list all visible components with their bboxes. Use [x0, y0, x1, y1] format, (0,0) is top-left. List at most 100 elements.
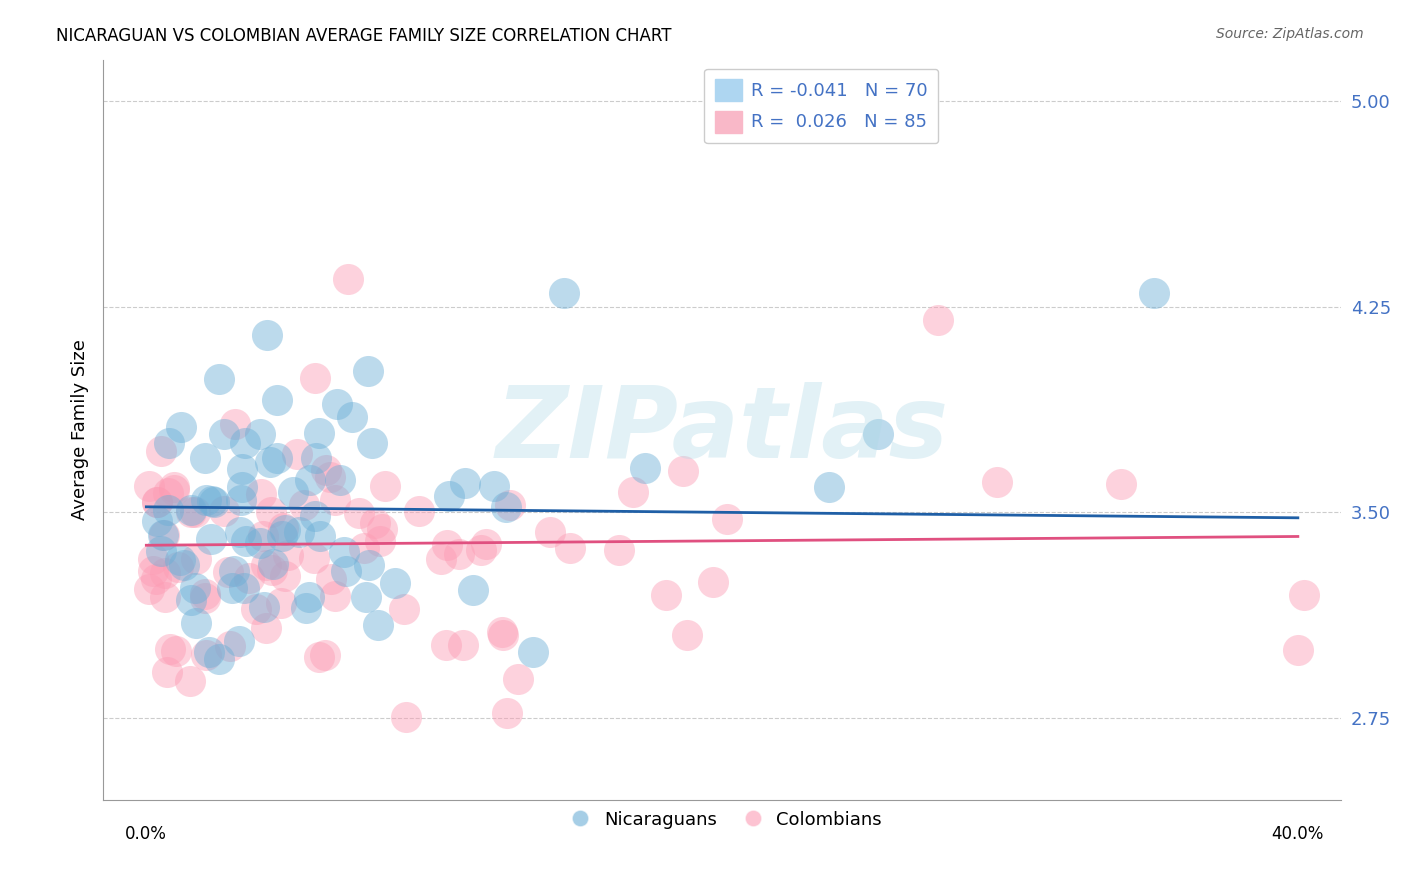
Point — [249, 426, 271, 441]
Point — [254, 558, 277, 572]
Point — [152, 528, 174, 542]
Point — [281, 484, 304, 499]
Point — [249, 487, 271, 501]
Point — [238, 571, 260, 585]
Text: NICARAGUAN VS COLOMBIAN AVERAGE FAMILY SIZE CORRELATION CHART: NICARAGUAN VS COLOMBIAN AVERAGE FAMILY S… — [56, 27, 672, 45]
Point — [156, 503, 179, 517]
Point — [305, 451, 328, 466]
Point — [1109, 476, 1132, 491]
Point — [309, 528, 332, 542]
Point — [495, 500, 517, 515]
Point — [180, 502, 202, 516]
Point — [360, 436, 382, 450]
Point — [221, 582, 243, 596]
Point — [508, 673, 530, 687]
Point — [208, 371, 231, 385]
Point — [314, 648, 336, 662]
Point — [183, 581, 205, 595]
Point — [384, 576, 406, 591]
Point — [408, 504, 430, 518]
Point — [184, 615, 207, 630]
Point — [222, 564, 245, 578]
Point — [273, 569, 295, 583]
Point — [195, 493, 218, 508]
Point — [323, 589, 346, 603]
Point — [142, 552, 165, 566]
Point — [180, 506, 202, 520]
Point — [607, 542, 630, 557]
Point — [347, 506, 370, 520]
Point — [817, 480, 839, 494]
Point — [491, 624, 513, 639]
Point — [354, 590, 377, 604]
Point — [167, 560, 190, 574]
Point — [621, 485, 644, 500]
Point — [254, 621, 277, 635]
Point — [364, 516, 387, 530]
Point — [150, 544, 173, 558]
Point — [228, 634, 250, 648]
Text: Source: ZipAtlas.com: Source: ZipAtlas.com — [1216, 27, 1364, 41]
Point — [235, 533, 257, 548]
Point — [146, 495, 169, 509]
Point — [256, 328, 278, 343]
Point — [159, 642, 181, 657]
Point — [165, 644, 187, 658]
Point — [299, 473, 322, 487]
Point — [395, 710, 418, 724]
Point — [1286, 643, 1309, 657]
Point — [195, 648, 218, 662]
Point — [553, 285, 575, 300]
Point — [319, 572, 342, 586]
Point — [558, 541, 581, 556]
Point — [1143, 285, 1166, 300]
Point — [353, 541, 375, 555]
Point — [253, 599, 276, 614]
Point — [249, 535, 271, 549]
Point — [201, 493, 224, 508]
Point — [271, 521, 294, 535]
Point — [232, 581, 254, 595]
Point — [295, 600, 318, 615]
Point — [145, 572, 167, 586]
Point — [193, 450, 215, 465]
Point — [342, 410, 364, 425]
Point — [474, 537, 496, 551]
Point — [434, 638, 457, 652]
Point — [259, 455, 281, 469]
Point — [156, 485, 179, 500]
Point — [260, 563, 283, 577]
Point — [231, 480, 253, 494]
Point — [302, 551, 325, 566]
Point — [634, 461, 657, 475]
Point — [179, 674, 201, 689]
Point — [266, 392, 288, 407]
Text: 0.0%: 0.0% — [125, 825, 167, 843]
Point — [986, 475, 1008, 489]
Point — [482, 479, 505, 493]
Point — [357, 364, 380, 378]
Point — [329, 473, 352, 487]
Point — [173, 558, 195, 572]
Point — [228, 525, 250, 540]
Point — [186, 552, 208, 566]
Point — [231, 492, 253, 507]
Point — [224, 417, 246, 431]
Point — [245, 601, 267, 615]
Point — [716, 512, 738, 526]
Point — [522, 645, 544, 659]
Y-axis label: Average Family Size: Average Family Size — [72, 340, 89, 520]
Point — [202, 494, 225, 508]
Point — [157, 436, 180, 450]
Point — [927, 313, 949, 327]
Point — [198, 645, 221, 659]
Point — [156, 665, 179, 679]
Text: 40.0%: 40.0% — [1271, 825, 1324, 843]
Point — [374, 479, 396, 493]
Point — [495, 706, 517, 720]
Point — [217, 565, 239, 579]
Point — [371, 522, 394, 536]
Point — [270, 596, 292, 610]
Point — [463, 582, 485, 597]
Point — [304, 508, 326, 523]
